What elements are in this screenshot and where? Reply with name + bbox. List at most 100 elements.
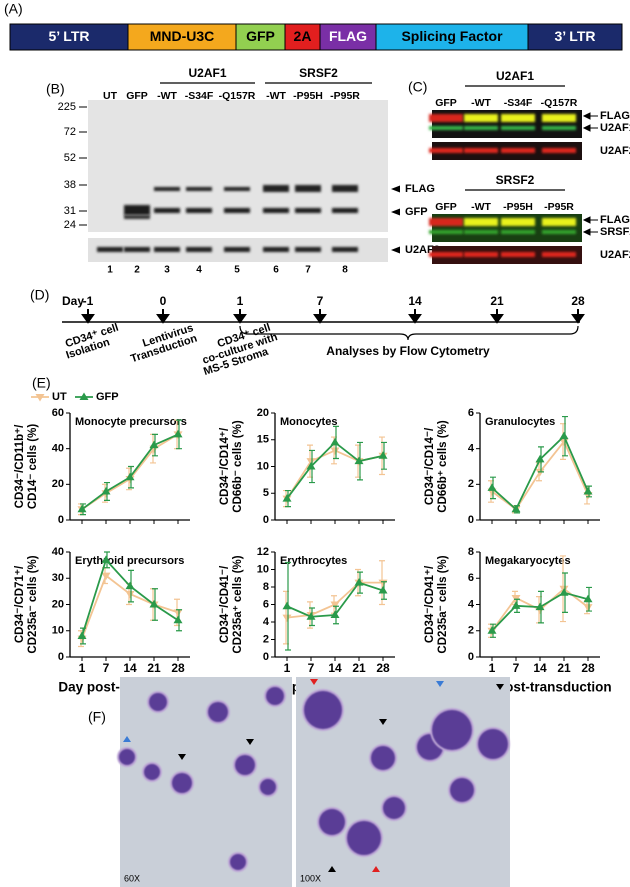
y-axis-label: CD34⁻/CD41⁻/ — [219, 565, 231, 643]
day-label: 0 — [160, 294, 167, 308]
data-point — [173, 609, 183, 617]
mw-marker: 38 — [64, 179, 76, 191]
arrowhead — [178, 754, 186, 760]
data-point — [330, 447, 340, 455]
data-point — [378, 586, 388, 594]
arrowhead — [496, 684, 504, 690]
lane-number: 2 — [134, 265, 140, 276]
band-label: U2AF2 — [600, 145, 630, 157]
y-axis-label: CD34⁻/CD41⁺/ — [424, 565, 436, 643]
y-tick-label: 6 — [263, 598, 269, 610]
band — [542, 218, 576, 226]
day-label: 1 — [237, 294, 244, 308]
band — [263, 247, 289, 252]
y-tick-label: 8 — [468, 546, 474, 558]
band-arrow — [582, 112, 598, 120]
band — [501, 126, 535, 130]
band — [501, 252, 535, 257]
construct-label: FLAG — [329, 28, 367, 44]
y-tick-label: 0 — [468, 651, 474, 663]
cell-nucleus — [230, 854, 246, 870]
lane-label: -WT — [471, 97, 491, 109]
data-point — [487, 483, 497, 491]
y-tick-label: 10 — [257, 563, 269, 575]
band-label: FLAG — [600, 214, 630, 226]
data-point — [306, 612, 316, 620]
band-label: U2AF1 — [600, 122, 630, 134]
lane-label: -WT — [471, 201, 491, 213]
data-point — [77, 631, 87, 639]
construct-label: 5’ LTR — [49, 28, 90, 44]
y-tick-label: 0 — [263, 514, 269, 526]
band-arrow — [582, 228, 598, 236]
legend-marker — [79, 392, 89, 400]
y-axis-label: CD235a⁺ cells (%) — [232, 555, 244, 653]
band — [97, 247, 123, 252]
x-tick-label: 21 — [352, 661, 366, 675]
day-arrow — [233, 309, 247, 324]
data-point — [511, 504, 521, 513]
band — [332, 208, 358, 213]
series-line — [286, 449, 384, 500]
data-point — [282, 494, 292, 502]
construct-label: 2A — [294, 28, 312, 44]
lane-label: -P95R — [330, 90, 360, 102]
lane-number: 5 — [234, 265, 240, 276]
band — [124, 215, 150, 219]
y-axis-label: CD14⁻ cells (%) — [27, 424, 39, 509]
y-tick-label: 5 — [263, 487, 269, 499]
band — [542, 126, 576, 130]
y-tick-label: 0 — [58, 514, 64, 526]
data-point — [378, 451, 388, 459]
mw-marker: 24 — [64, 219, 76, 231]
analysis-label: Analyses by Flow Cytometry — [326, 344, 490, 358]
data-point — [173, 615, 183, 624]
y-tick-label: 20 — [52, 478, 64, 490]
construct-segment — [127, 23, 237, 51]
band-arrow — [391, 185, 400, 193]
cell-nucleus — [478, 729, 508, 759]
panel-label: (F) — [88, 709, 106, 725]
data-point — [125, 581, 135, 590]
day-label: 7 — [317, 294, 324, 308]
band — [154, 187, 180, 191]
day-arrow — [408, 309, 422, 324]
construct-label: Splicing Factor — [401, 28, 503, 44]
data-point — [354, 456, 364, 465]
band — [332, 247, 358, 252]
y-tick-label: 4 — [468, 598, 475, 610]
y-axis-label: CD66b⁺ cells (%) — [437, 420, 449, 513]
cell-nucleus — [383, 797, 405, 819]
band — [501, 218, 535, 226]
y-tick-label: 12 — [257, 546, 269, 558]
x-tick-label: 28 — [581, 661, 595, 675]
y-axis-label: CD235a⁻ cells (%) — [437, 555, 449, 653]
cell-nucleus — [432, 710, 472, 750]
y-axis-label: CD235a⁻ cells (%) — [27, 555, 39, 653]
band-arrow — [391, 208, 400, 216]
panel-label: (A) — [4, 1, 23, 17]
x-tick-label: 21 — [147, 661, 161, 675]
x-tick-label: 7 — [103, 661, 110, 675]
cell-nucleus — [266, 687, 284, 705]
y-axis-label: CD34⁻/CD11b⁺/ — [14, 424, 26, 509]
data-point — [282, 614, 292, 623]
band — [154, 208, 180, 213]
y-tick-label: 10 — [52, 625, 64, 637]
y-tick-label: 0 — [58, 651, 64, 663]
group-header: SRSF2 — [299, 66, 338, 80]
x-tick-label: 1 — [489, 661, 496, 675]
y-tick-label: 8 — [263, 581, 269, 593]
band — [501, 114, 535, 122]
day-label: 14 — [408, 294, 422, 308]
band — [124, 205, 150, 215]
band — [263, 208, 289, 213]
data-point — [173, 429, 183, 438]
panel-label: (B) — [46, 81, 65, 97]
x-tick-label: 7 — [513, 661, 520, 675]
lane-label: -S34F — [504, 97, 533, 109]
x-tick-label: 28 — [376, 661, 390, 675]
cell-nucleus — [260, 779, 276, 795]
data-point — [101, 572, 111, 581]
data-point — [101, 486, 111, 495]
